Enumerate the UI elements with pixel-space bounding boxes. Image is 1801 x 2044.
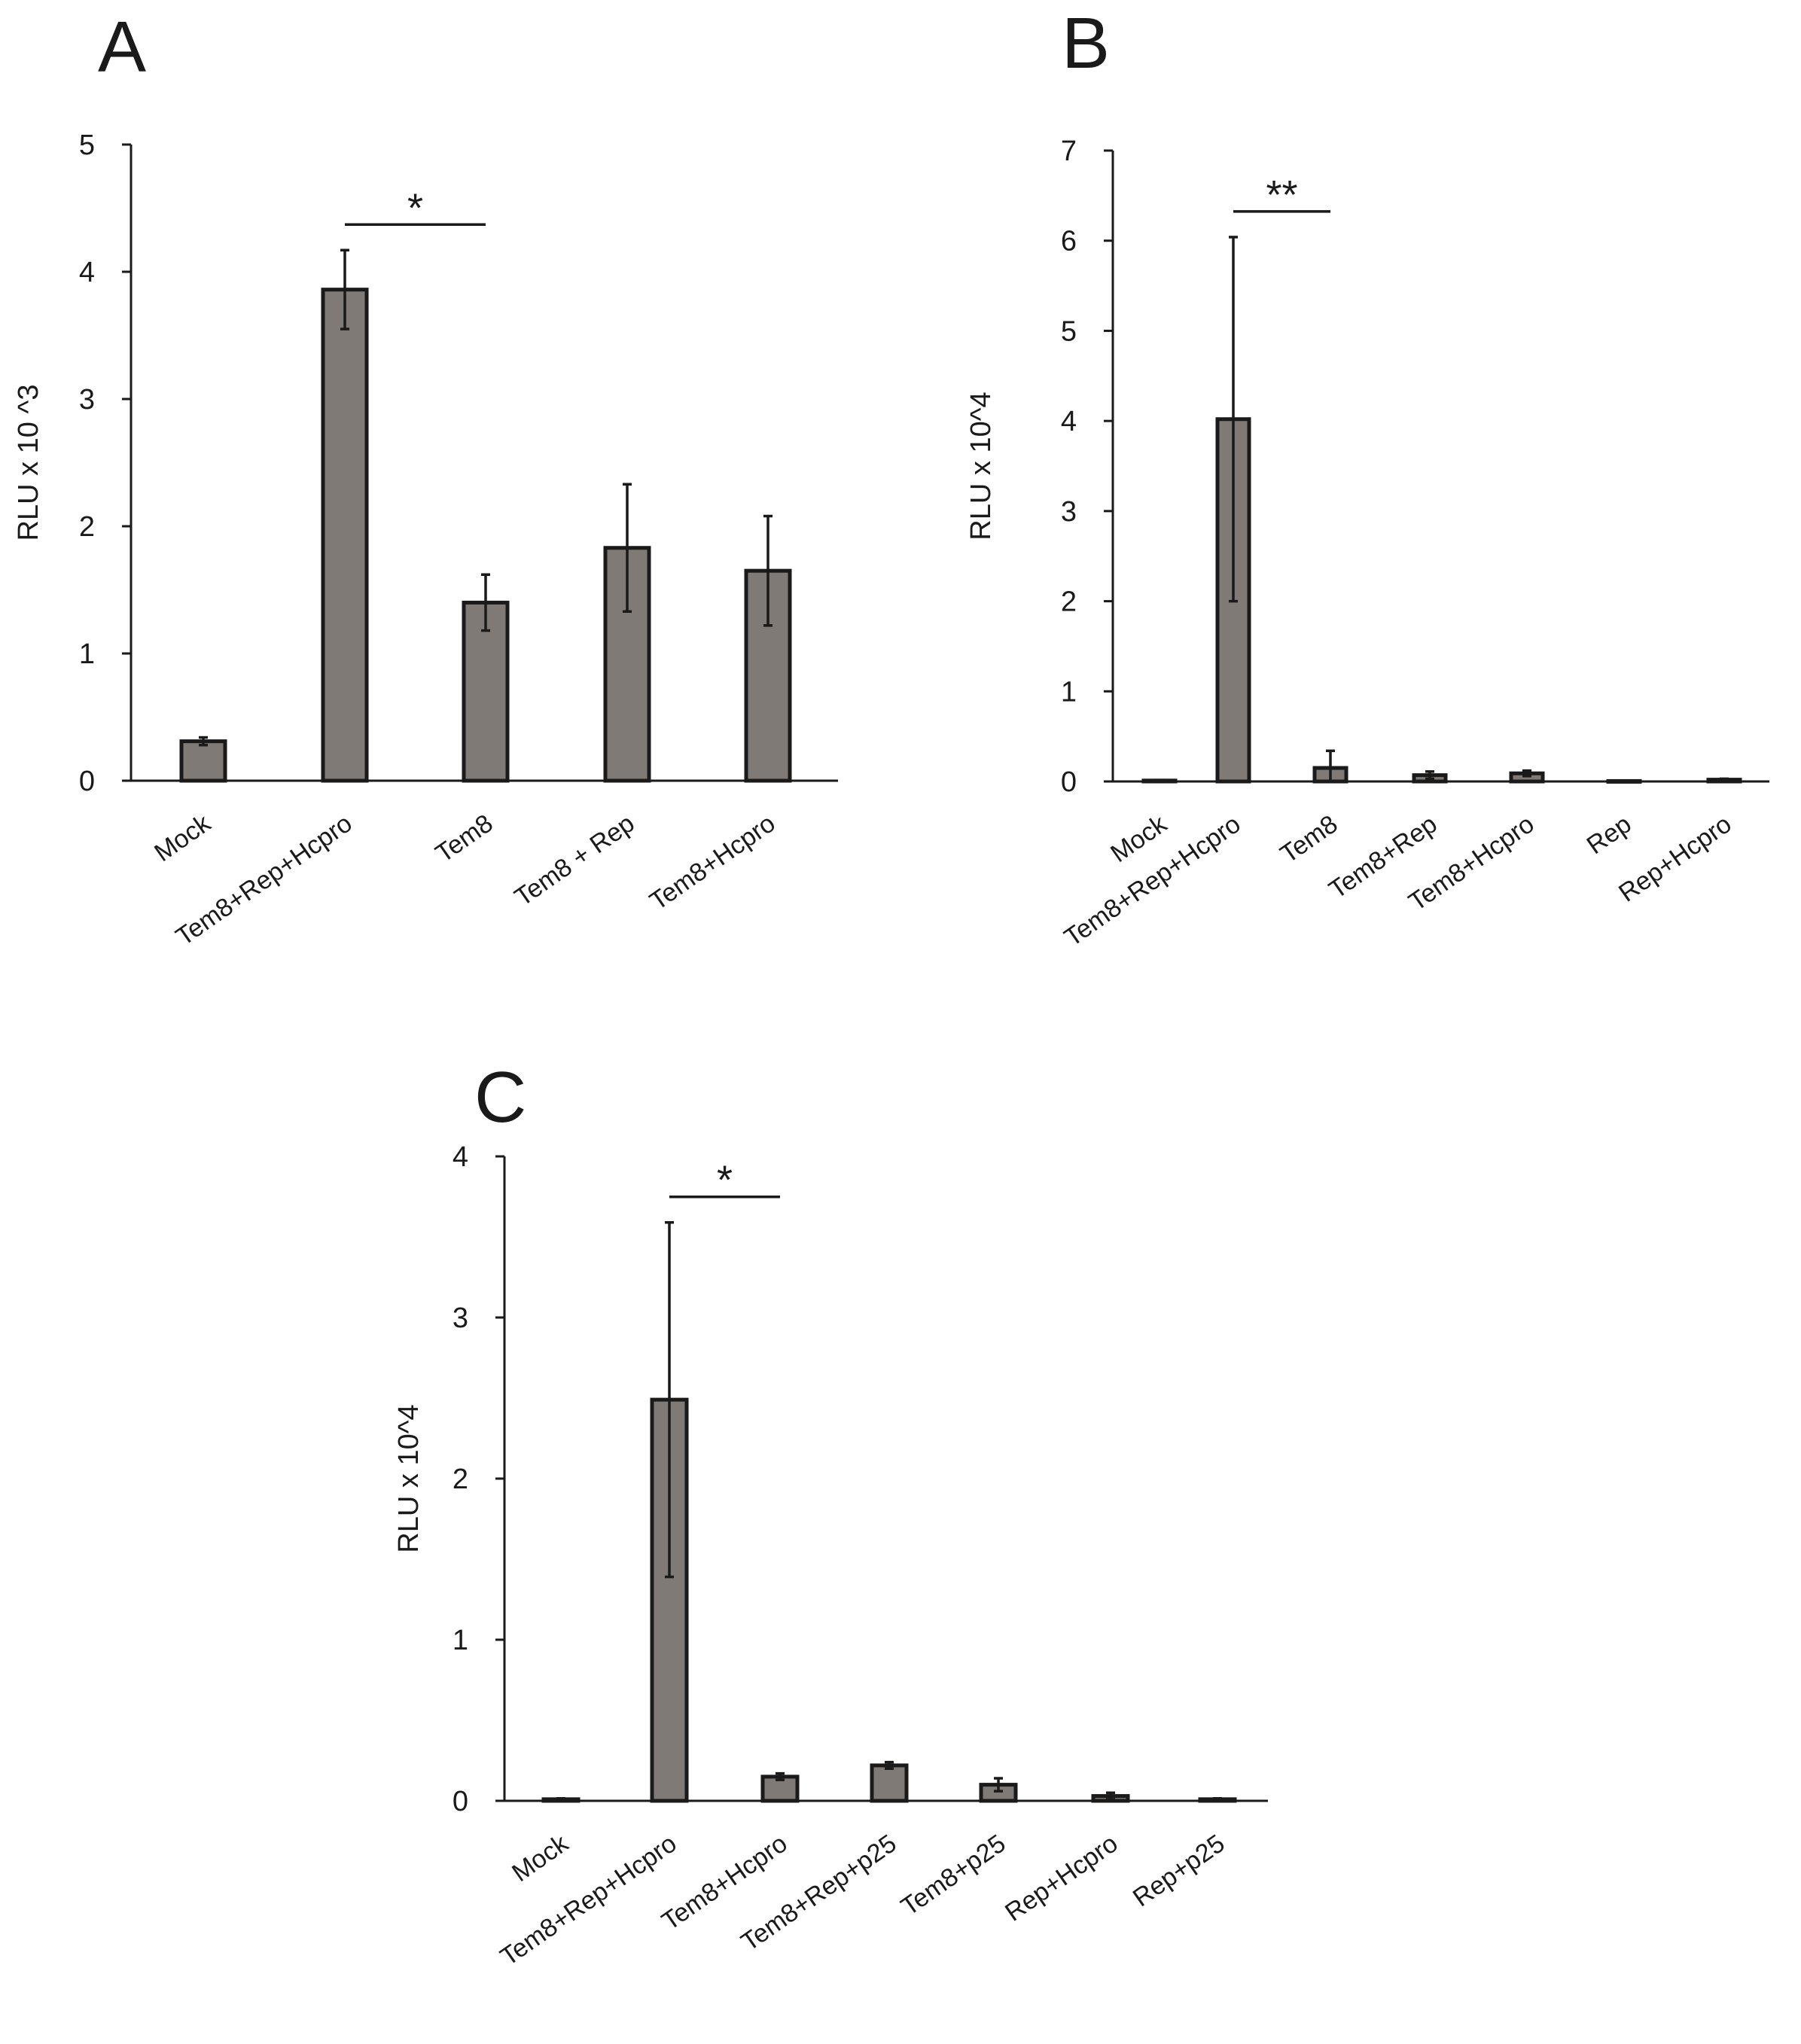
y-tick-label: 3 [79, 384, 95, 416]
significance-marker: ** [1266, 172, 1297, 218]
category-label: Tem8+Rep+Hcpro [495, 1829, 682, 1971]
y-tick-label: 1 [79, 638, 95, 670]
y-tick-label: 4 [1061, 406, 1077, 437]
category-label: Tem8 + Rep [510, 809, 640, 912]
category-label: Tem8 [1275, 809, 1343, 869]
y-tick-label: 1 [453, 1625, 468, 1656]
y-tick-label: 3 [453, 1302, 468, 1334]
bar [870, 1763, 909, 1803]
significance-marker: * [407, 185, 423, 230]
y-tick-label: 7 [1061, 136, 1077, 167]
panel-letter: C [474, 1057, 526, 1138]
category-label: Tem8+Hcpro [645, 809, 780, 915]
category-label: Rep [1582, 809, 1637, 860]
y-axis-label: RLU x 10 ^3 [13, 385, 44, 541]
y-tick-label: 5 [1061, 315, 1077, 347]
panel-letter: A [98, 7, 146, 87]
y-tick-label: 5 [79, 129, 95, 161]
bar [321, 288, 369, 783]
y-tick-label: 0 [79, 766, 95, 797]
y-tick-label: 4 [453, 1141, 468, 1173]
y-axis-label: RLU x 10^4 [965, 391, 997, 540]
y-tick-label: 4 [79, 257, 95, 288]
y-tick-label: 0 [1061, 766, 1077, 798]
y-tick-label: 2 [453, 1464, 468, 1495]
y-tick-label: 2 [1061, 586, 1077, 618]
bar [179, 739, 227, 783]
y-tick-label: 6 [1061, 226, 1077, 257]
y-tick-label: 0 [453, 1786, 468, 1817]
category-label: Rep+Hcpro [1000, 1829, 1123, 1927]
category-label: Mock [149, 809, 216, 867]
significance-marker: * [717, 1158, 733, 1203]
y-tick-label: 1 [1061, 676, 1077, 708]
category-label: Tem8+p25 [896, 1829, 1011, 1921]
category-label: Tem8 [431, 809, 498, 868]
y-tick-label: 2 [79, 511, 95, 543]
category-label: Rep+p25 [1128, 1829, 1230, 1912]
category-label: Rep+Hcpro [1614, 809, 1736, 907]
y-tick-label: 3 [1061, 496, 1077, 528]
y-axis-label: RLU x 10^4 [393, 1404, 425, 1552]
panel-letter: B [1062, 3, 1110, 84]
bar [462, 600, 510, 783]
category-label: Mock [507, 1829, 574, 1887]
